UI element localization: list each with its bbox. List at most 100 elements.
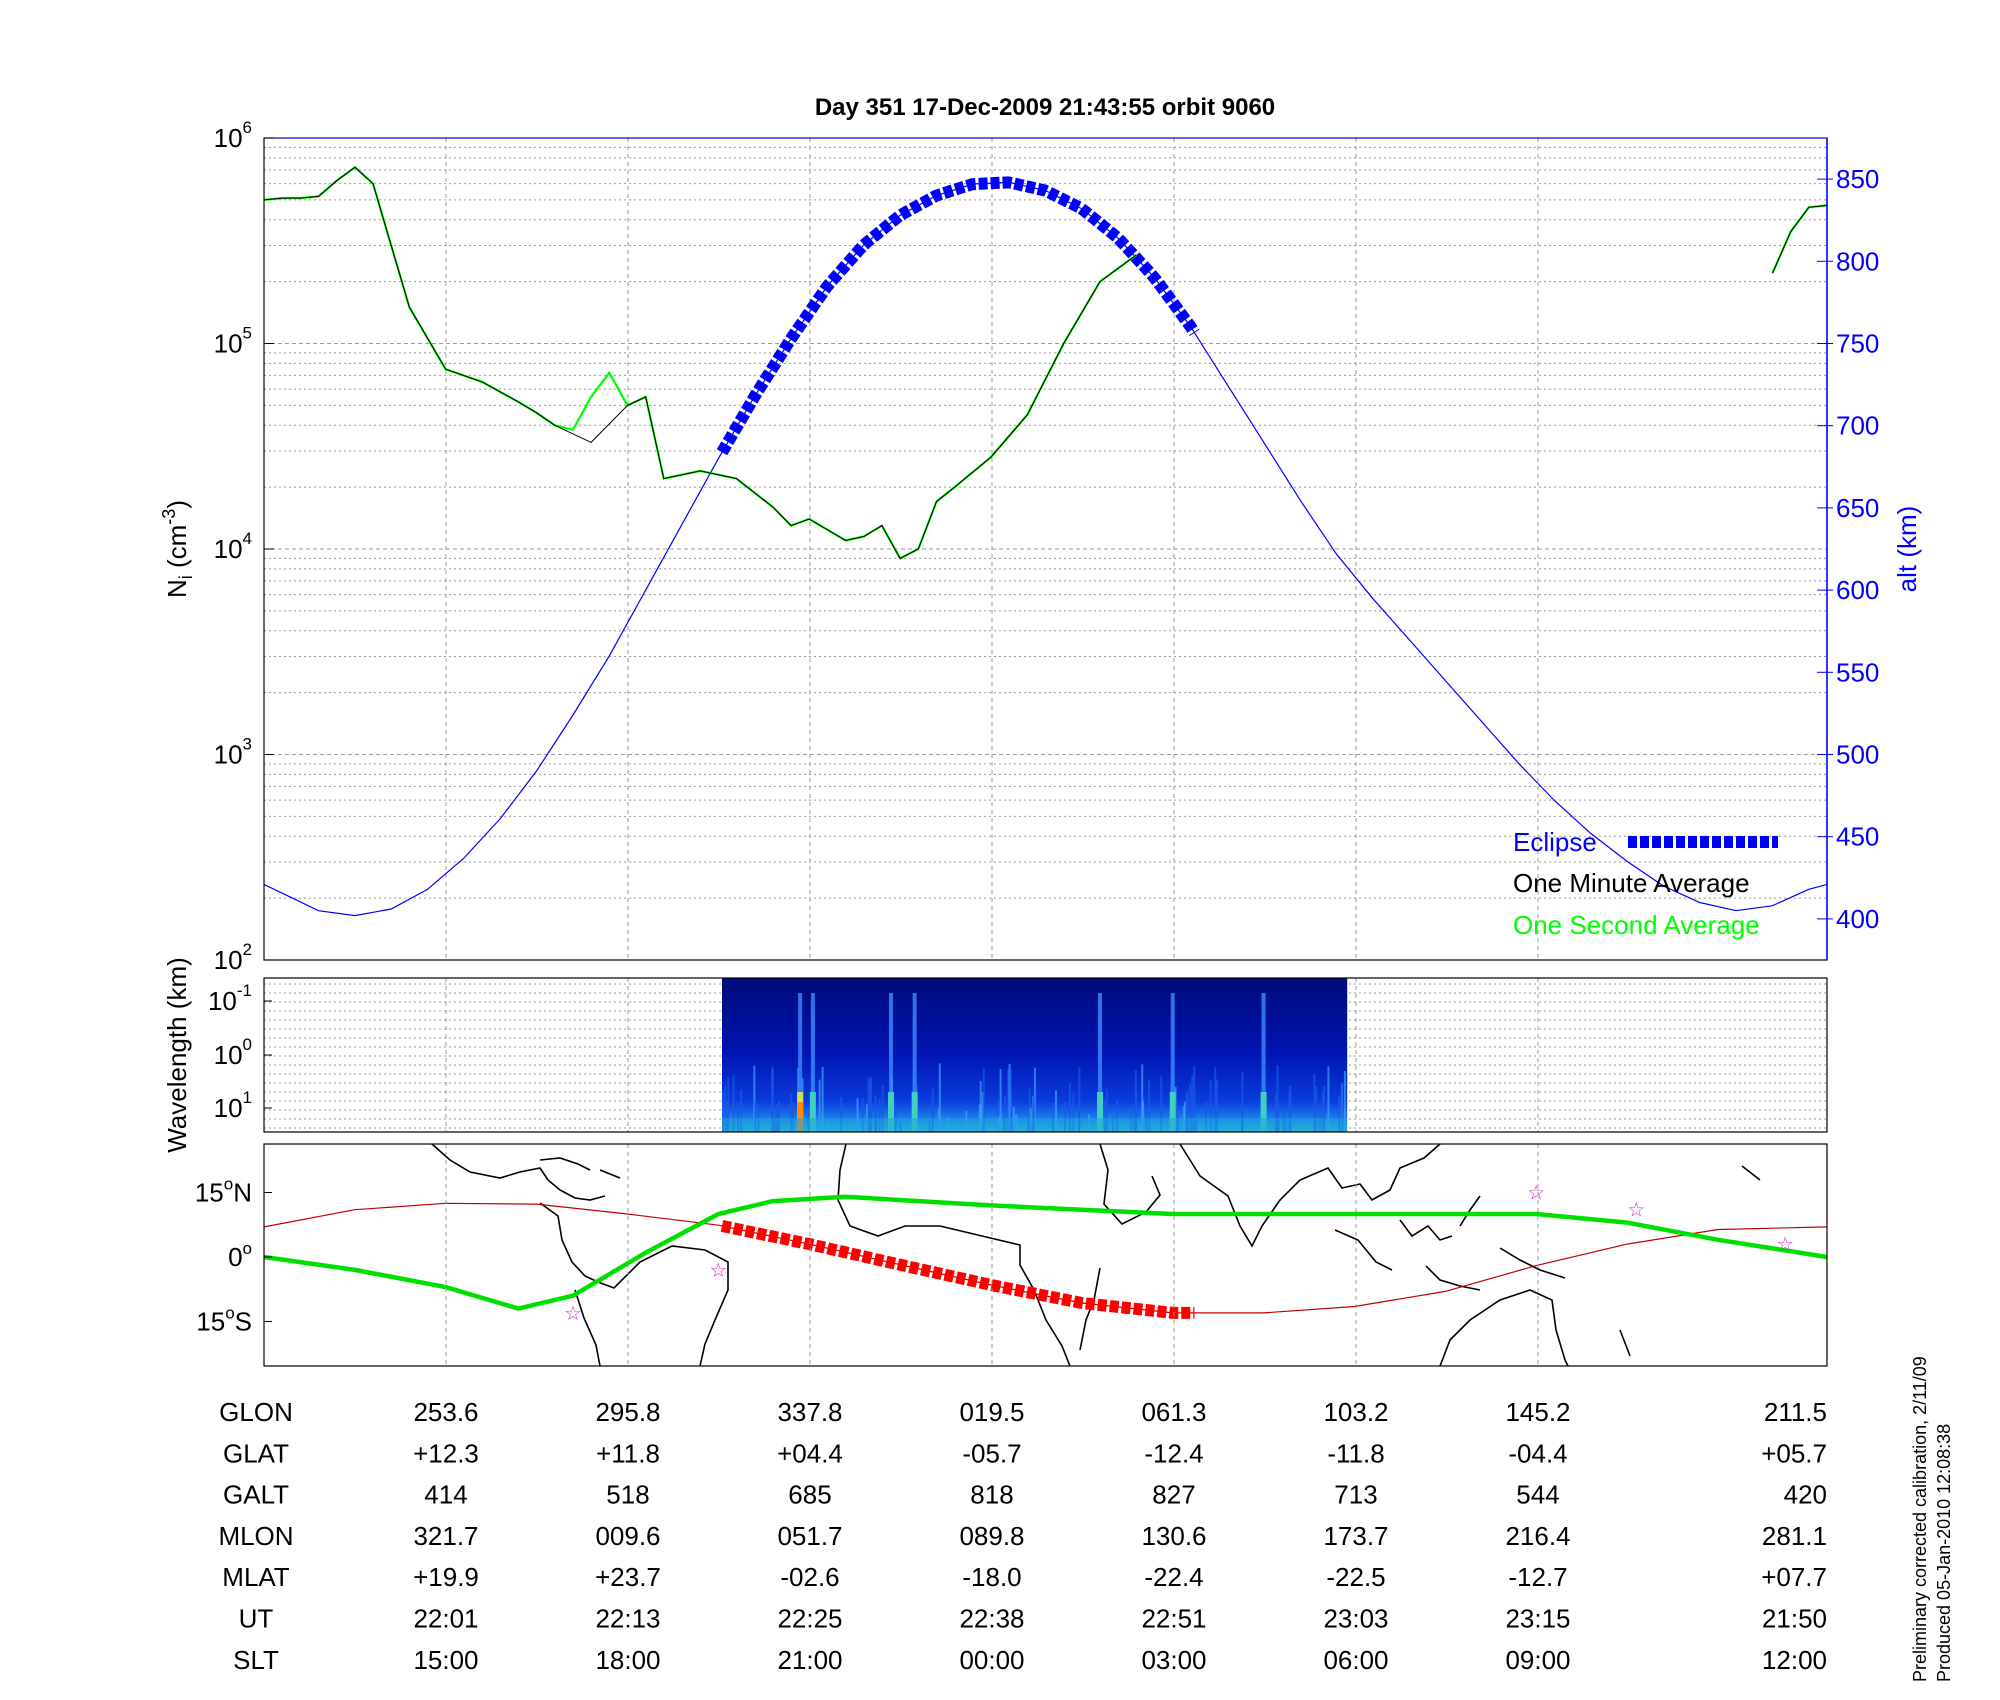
legend: Eclipse One Minute Average One Second Av… — [1513, 827, 1778, 940]
table-cell: 12:00 — [1762, 1645, 1827, 1675]
density-y-ticks: 102 103 104 105 106 — [214, 118, 274, 975]
alt-tick-label: 500 — [1836, 740, 1879, 770]
map-gridlines — [445, 1144, 1539, 1366]
table-cell: 22:25 — [777, 1604, 842, 1634]
table-cell: 518 — [606, 1480, 649, 1510]
spectrogram-band — [912, 993, 917, 1132]
spectrogram-hotspot — [797, 1102, 804, 1132]
spectrogram-streak — [1216, 1079, 1218, 1132]
spectrogram-streak — [1148, 1079, 1151, 1132]
star-marker: ☆ — [709, 1258, 727, 1282]
table-row-label: SLT — [233, 1645, 279, 1675]
spectrogram-panel: 10-1 100 101 Wavelength (km) — [162, 957, 1828, 1153]
spectrogram-streak — [737, 1102, 740, 1132]
alt-tick-label: 650 — [1836, 493, 1879, 523]
spectrogram-streak — [1315, 1086, 1318, 1132]
spectrogram-streak — [1072, 1092, 1075, 1132]
spectrogram-bottom-band — [721, 1118, 1348, 1132]
table-cell: +07.7 — [1761, 1562, 1827, 1592]
table-cell: +12.3 — [413, 1438, 479, 1468]
alt-tick-label: 450 — [1836, 822, 1879, 852]
table-cell: -12.4 — [1144, 1438, 1203, 1468]
spectrogram-streak — [740, 1089, 743, 1132]
star-marker: ☆ — [1527, 1181, 1545, 1205]
table-cell: -11.8 — [1327, 1438, 1384, 1468]
map-panel: ☆ ☆ ☆ ☆ ☆ 15oN 0o 15oS — [195, 1143, 1828, 1367]
map-tick-label: 15oS — [196, 1304, 252, 1337]
spectrogram-streak — [1032, 1095, 1035, 1132]
table-row-label: MLON — [218, 1521, 293, 1551]
table-cell: -05.7 — [962, 1438, 1021, 1468]
spec-tick-label: 101 — [214, 1088, 252, 1123]
table-cell: 22:01 — [413, 1604, 478, 1634]
spectrogram-streak — [1338, 1095, 1341, 1132]
spectrogram-streak — [1191, 1075, 1194, 1132]
map-frame — [263, 1143, 1828, 1367]
alt-y-ticks: 400 450 500 550 600 650 700 750 800 850 — [1817, 164, 1879, 934]
map-tick-label: 15oN — [195, 1175, 252, 1208]
table-row-label: GLAT — [223, 1438, 289, 1468]
table-cell: 03:00 — [1141, 1645, 1206, 1675]
spectrogram-streak — [1327, 1066, 1330, 1132]
spectrogram-y-label: Wavelength (km) — [162, 957, 192, 1153]
spectrogram-streak — [1313, 1073, 1316, 1132]
table-cell: 23:03 — [1323, 1604, 1388, 1634]
spectrogram-streak — [790, 1093, 793, 1132]
spectrogram-streak — [1007, 1069, 1010, 1132]
spectrogram-streak — [931, 1088, 934, 1132]
spectrogram-streak — [1205, 1100, 1208, 1132]
spectrogram-streak — [722, 1092, 725, 1132]
spectrogram-streak — [1321, 1091, 1324, 1132]
spectrogram-peak — [1097, 1092, 1104, 1132]
star-marker: ☆ — [1627, 1198, 1645, 1222]
spectrogram-streak — [979, 1103, 982, 1132]
table-row-label: UT — [239, 1604, 274, 1634]
orbit-data-table: GLON 253.6 295.8 337.8 019.5 061.3 103.2 145.2 2… — [218, 1397, 1827, 1675]
y-tick-label: 104 — [214, 529, 252, 564]
spectrogram-streak — [1033, 1067, 1036, 1132]
spectrogram-peak — [888, 1092, 895, 1132]
spectrogram-streak — [1009, 1070, 1012, 1132]
spectrogram-streak — [818, 1079, 821, 1132]
spectrogram-streak — [821, 1066, 824, 1132]
map-tick-label: 0o — [228, 1239, 252, 1272]
table-cell: 22:13 — [595, 1604, 660, 1634]
table-cell: -18.0 — [962, 1562, 1021, 1592]
spectrogram-streak — [1064, 1102, 1066, 1132]
spectrogram-streak — [999, 1069, 1002, 1132]
y-tick-label: 106 — [214, 118, 252, 153]
table-cell: +19.9 — [413, 1562, 479, 1592]
table-cell: 253.6 — [413, 1397, 478, 1427]
table-cell: 414 — [424, 1480, 467, 1510]
spectrogram-streak — [1214, 1067, 1217, 1132]
spectrogram-streak — [777, 1100, 780, 1132]
table-cell: 211.5 — [1764, 1397, 1827, 1427]
alt-tick-label: 800 — [1836, 246, 1879, 276]
table-cell: 18:00 — [595, 1645, 660, 1675]
spectrogram-streak — [1160, 1076, 1163, 1132]
table-cell: 22:38 — [959, 1604, 1024, 1634]
spectrogram-peak — [1260, 1092, 1267, 1132]
spectrogram-peak — [809, 1092, 816, 1132]
alt-y-label: alt (km) — [1892, 506, 1922, 593]
map-y-ticks: 15oN 0o 15oS — [195, 1175, 272, 1337]
spectrogram-streak — [1116, 1099, 1119, 1132]
legend-minute-label: One Minute Average — [1513, 868, 1750, 898]
spectrogram-streak — [1341, 1082, 1344, 1132]
density-panel: 102 103 104 105 106 400 450 500 550 600 650 700 750… — [159, 118, 1922, 975]
spectrogram-streak — [867, 1077, 870, 1132]
spectrogram-band — [798, 993, 803, 1132]
table-cell: 061.3 — [1141, 1397, 1206, 1427]
alt-tick-label: 750 — [1836, 329, 1879, 359]
legend-second-label: One Second Average — [1513, 910, 1760, 940]
spectrogram-streak — [1289, 1086, 1292, 1132]
alt-tick-label: 600 — [1836, 575, 1879, 605]
table-cell: 685 — [788, 1480, 831, 1510]
table-cell: 103.2 — [1323, 1397, 1388, 1427]
orbit-eclipse-segment — [720, 1220, 1195, 1319]
spectrogram-streak — [1106, 1089, 1108, 1132]
spectrogram-peak — [1169, 1092, 1176, 1132]
spectrogram-streak — [881, 1085, 884, 1132]
table-cell: 21:50 — [1762, 1604, 1827, 1634]
spectrogram-streak — [840, 1096, 843, 1132]
